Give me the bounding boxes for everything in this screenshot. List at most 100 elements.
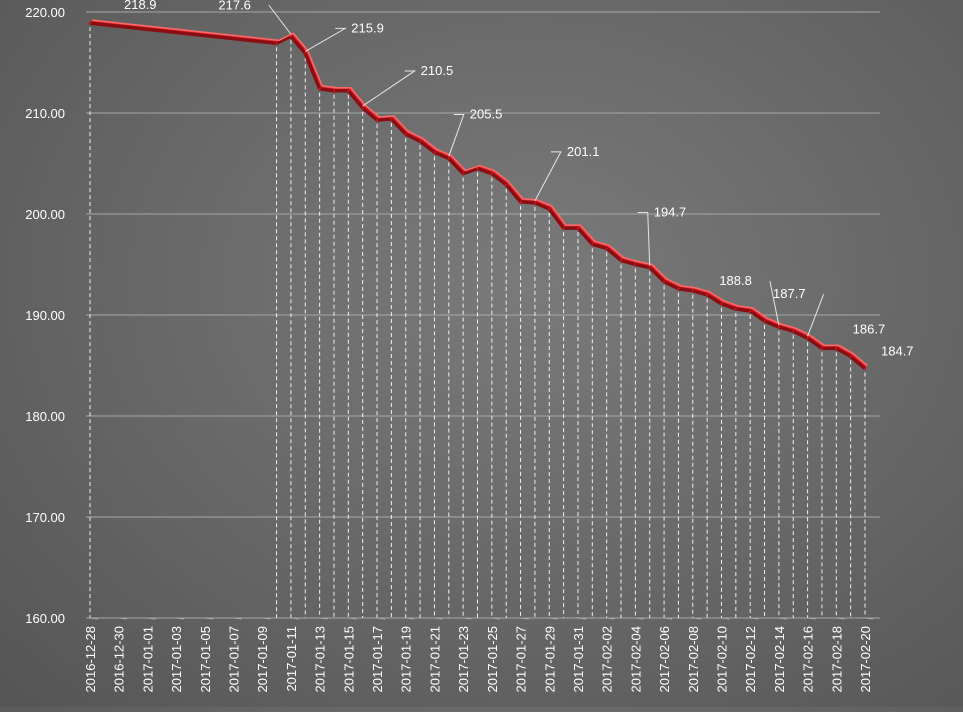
data-point (619, 259, 623, 262)
x-tick-label: 2017-01-29 (542, 626, 557, 693)
data-label: 218.9 (124, 0, 157, 12)
x-axis: 2016-12-28 2016-12-30 2017-01-01 2017-01-03… (83, 617, 874, 693)
x-tick (290, 617, 299, 620)
x-tick-label: 2017-02-04 (628, 626, 643, 693)
x-tick-label: 2017-02-14 (772, 626, 787, 693)
x-tick-label: 2017-01-17 (370, 626, 385, 693)
x-tick (405, 617, 414, 620)
data-point (447, 157, 450, 160)
data-point (763, 319, 766, 323)
x-tick (664, 617, 673, 620)
data-point (375, 118, 379, 122)
data-label: 186.7 (853, 321, 886, 336)
x-tick-label: 2017-01-13 (313, 626, 328, 693)
data-point (519, 200, 522, 204)
data-point (88, 21, 92, 25)
x-tick (348, 617, 357, 620)
data-point (634, 263, 637, 266)
data-point (562, 226, 565, 230)
x-tick-label: 2017-02-02 (600, 626, 615, 693)
data-label: 187.7 (773, 286, 806, 301)
x-tick (463, 617, 472, 620)
x-tick-label: 2016-12-30 (112, 626, 127, 693)
series-ribbon (90, 20, 868, 369)
data-point (849, 355, 852, 358)
x-tick-label: 2017-02-20 (858, 626, 873, 693)
x-tick (147, 617, 156, 620)
leader-line (534, 151, 562, 202)
x-tick-label: 2017-01-15 (341, 626, 356, 693)
x-tick-label: 2016-12-28 (83, 626, 98, 693)
data-point (662, 280, 666, 283)
data-point (648, 266, 651, 269)
x-tick-label: 2017-02-06 (657, 626, 672, 693)
x-tick-label: 2017-02-12 (743, 626, 758, 693)
series-line (88, 19, 868, 370)
data-point (748, 309, 752, 313)
x-tick-label: 2017-02-08 (686, 626, 701, 693)
data-label: 201.1 (567, 144, 600, 159)
x-tick (89, 617, 99, 620)
y-tick-label: 160.00 (25, 611, 65, 626)
y-axis: 160.00 170.00 180.00 190.00 200.00 210.00 220.… (25, 5, 65, 626)
y-tick-label: 210.00 (25, 106, 65, 121)
data-point (734, 307, 738, 311)
x-tick-label: 2017-01-05 (198, 626, 213, 693)
data-label: 188.8 (719, 273, 752, 288)
x-tick-label: 2017-02-10 (714, 626, 729, 693)
data-point (792, 329, 795, 333)
y-tick-label: 220.00 (25, 5, 65, 20)
x-tick (692, 617, 701, 620)
leader-line (448, 113, 465, 157)
x-tick-label: 2017-01-21 (427, 626, 442, 693)
data-point (705, 293, 709, 296)
gridlines (86, 11, 880, 619)
data-point (418, 140, 422, 143)
x-tick (778, 617, 787, 620)
leader-line (268, 4, 292, 35)
leader-line (769, 281, 780, 326)
x-tick-label: 2017-01-03 (169, 626, 184, 693)
data-point (677, 287, 680, 290)
data-point (476, 167, 479, 170)
data-label: 184.7 (881, 344, 914, 359)
data-label: 210.5 (421, 63, 454, 78)
data-point (361, 106, 364, 110)
x-tick-label: 2017-01-25 (485, 626, 500, 693)
x-tick (836, 617, 845, 620)
leader-line (305, 27, 348, 52)
data-point (390, 117, 393, 121)
data-label: 194.7 (654, 205, 687, 220)
x-tick (549, 617, 558, 620)
x-tick (635, 617, 644, 620)
data-label: 217.6 (218, 0, 251, 12)
x-tick-label: 2017-01-01 (140, 626, 155, 693)
x-tick-label: 2017-01-23 (456, 626, 471, 693)
x-tick (721, 617, 730, 620)
data-point (304, 52, 307, 55)
data-point (777, 325, 781, 329)
x-tick-label: 2017-01-11 (284, 626, 299, 692)
data-point (548, 207, 551, 211)
x-tick-label: 2017-02-16 (801, 626, 816, 693)
x-tick (491, 617, 500, 620)
leader-line (637, 212, 651, 266)
x-tick (434, 617, 443, 620)
x-tick (376, 617, 386, 620)
data-label: 205.5 (470, 106, 503, 121)
data-point (820, 347, 824, 350)
data-labels: 218.9 217.6 215.9 210.5 205.5 201.1 194.7 188.8… (124, 0, 914, 359)
x-tick-label: 2017-01-27 (514, 626, 529, 693)
x-tick (262, 617, 271, 620)
x-tick (864, 617, 874, 620)
x-tick (176, 617, 185, 620)
x-tick-label: 2017-01-09 (255, 626, 270, 693)
data-point (461, 172, 465, 175)
data-point (720, 302, 723, 306)
x-tick (577, 617, 587, 620)
y-tick-label: 180.00 (25, 409, 65, 424)
data-point (835, 347, 838, 350)
data-point (806, 337, 809, 340)
